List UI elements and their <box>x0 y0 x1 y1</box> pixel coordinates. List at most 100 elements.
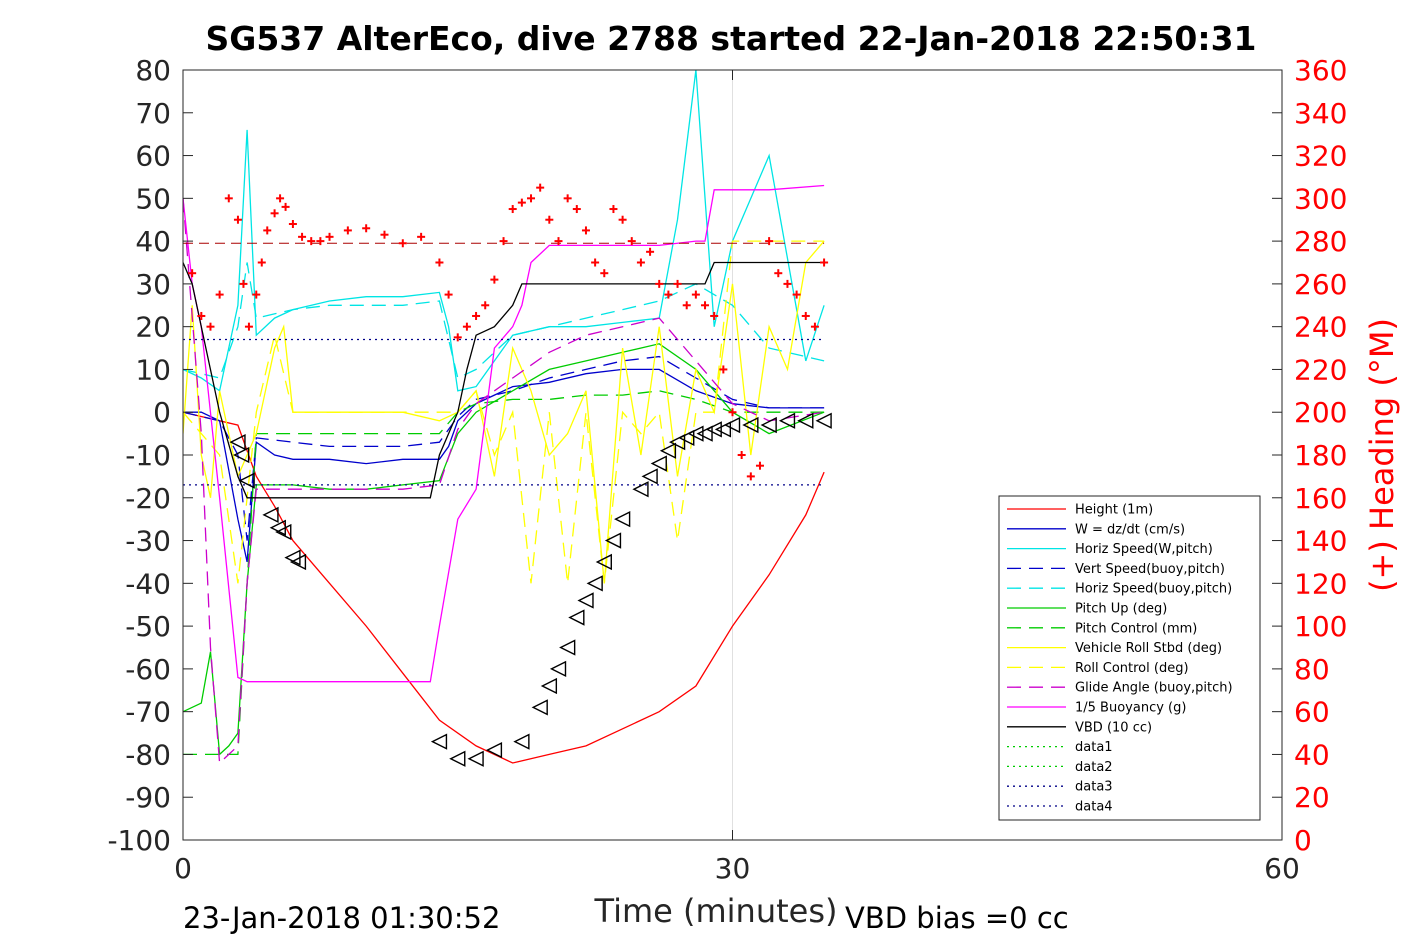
sample-marker <box>723 416 741 434</box>
heading-point <box>472 311 481 320</box>
marker-layer <box>229 412 832 767</box>
legend-label-horiz_w: Horiz Speed(W,pitch) <box>1075 542 1213 557</box>
series-line-w <box>183 368 825 563</box>
left-tick-label: 80 <box>135 54 171 87</box>
heading-point <box>197 311 206 320</box>
right-tick-label: 40 <box>1294 738 1330 771</box>
heading-point <box>609 205 618 214</box>
sample-marker <box>797 412 814 429</box>
sample-marker <box>467 750 484 767</box>
sample-marker <box>696 425 713 442</box>
legend-label-data2: data2 <box>1075 760 1113 775</box>
heading-point <box>627 237 636 246</box>
legend-label-data3: data3 <box>1075 780 1113 795</box>
sample-marker <box>659 442 677 459</box>
right-tick-label: 240 <box>1294 311 1347 344</box>
right-tick-label: 20 <box>1294 781 1330 814</box>
sample-marker <box>586 575 603 592</box>
heading-point <box>325 232 334 241</box>
left-tick-label: -100 <box>107 824 171 857</box>
right-tick-label: 340 <box>1294 97 1347 130</box>
sample-marker <box>485 742 503 759</box>
left-tick-label: -50 <box>125 610 171 643</box>
sample-marker <box>289 553 307 571</box>
left-tick-label: 20 <box>135 311 171 344</box>
left-tick-label: 60 <box>135 140 171 173</box>
x-tick-label: 0 <box>174 852 192 885</box>
heading-point <box>462 322 471 331</box>
heading-point <box>719 365 728 374</box>
left-tick-label: 70 <box>135 97 171 130</box>
footer-timestamp: 23-Jan-2018 01:30:52 <box>183 901 500 935</box>
heading-point <box>281 202 290 211</box>
sample-marker <box>238 472 255 489</box>
right-tick-label: 320 <box>1294 140 1347 173</box>
heading-point <box>792 290 801 299</box>
right-tick-label: 200 <box>1294 396 1347 429</box>
left-tick-label: 10 <box>135 353 171 386</box>
series-line-horiz_w <box>183 70 825 392</box>
heading-point <box>224 194 233 203</box>
heading-point <box>765 237 774 246</box>
sample-marker <box>614 511 631 528</box>
heading-point <box>728 408 737 417</box>
heading-point <box>188 269 197 278</box>
right-tick-label: 300 <box>1294 182 1347 215</box>
heading-point <box>701 301 710 310</box>
sample-marker <box>229 434 246 451</box>
heading-point <box>664 290 673 299</box>
right-tick-label: 60 <box>1294 696 1330 729</box>
heading-point <box>581 226 590 235</box>
heading-point <box>244 322 253 331</box>
heading-point <box>499 237 508 246</box>
left-tick-label: -40 <box>125 567 171 600</box>
heading-point <box>362 224 371 233</box>
heading-point <box>481 301 490 310</box>
series-line-buoy <box>183 184 825 683</box>
heading-point <box>572 205 581 214</box>
sample-marker <box>687 425 704 442</box>
left-tick-label: -90 <box>125 781 171 814</box>
heading-point <box>257 258 266 267</box>
legend: Height (1m) W = dz/dt (cm/s) Horiz Speed(W… <box>998 495 1261 821</box>
right-tick-label: 80 <box>1294 653 1330 686</box>
legend-label-glide: Glide Angle (buoy,pitch) <box>1075 681 1233 696</box>
sample-marker <box>604 532 622 549</box>
sample-marker <box>449 750 466 767</box>
heading-point <box>646 247 655 256</box>
heading-layer <box>183 183 829 481</box>
heading-point <box>307 237 316 246</box>
heading-point <box>298 232 307 241</box>
heading-point <box>508 205 517 214</box>
legend-label-w: W = dz/dt (cm/s) <box>1075 522 1185 537</box>
right-tick-label: 220 <box>1294 353 1347 386</box>
legend-label-height: Height (1m) <box>1075 503 1153 518</box>
right-tick-label: 0 <box>1294 824 1312 857</box>
chart-title: SG537 AlterEco, dive 2788 started 22-Jan… <box>205 19 1256 58</box>
legend-label-vbd: VBD (10 cc) <box>1075 720 1152 735</box>
heading-point <box>673 279 682 288</box>
right-tick-label: 180 <box>1294 439 1347 472</box>
legend-label-pitch_ctl: Pitch Control (mm) <box>1075 621 1197 636</box>
right-tick-label: 100 <box>1294 610 1347 643</box>
legend-label-roll: Vehicle Roll Stbd (deg) <box>1075 641 1222 656</box>
heading-point <box>801 311 810 320</box>
x-tick-label: 30 <box>715 852 751 885</box>
heading-point <box>417 232 426 241</box>
series-line-roll <box>183 240 825 584</box>
right-tick-label: 160 <box>1294 482 1347 515</box>
heading-point <box>276 194 285 203</box>
right-axis-label: (+) Heading (°M) <box>1363 318 1401 592</box>
legend-label-data1: data1 <box>1075 740 1113 755</box>
legend-box <box>998 495 1261 821</box>
heading-point <box>343 226 352 235</box>
heading-point <box>820 258 829 267</box>
heading-point <box>263 226 272 235</box>
right-tick-label: 260 <box>1294 268 1347 301</box>
left-tick-label: 0 <box>153 396 171 429</box>
legend-label-horiz_buoy: Horiz Speed(buoy,pitch) <box>1075 582 1232 597</box>
sample-marker <box>430 733 448 750</box>
left-tick-label: -60 <box>125 653 171 686</box>
sample-marker <box>568 609 585 626</box>
